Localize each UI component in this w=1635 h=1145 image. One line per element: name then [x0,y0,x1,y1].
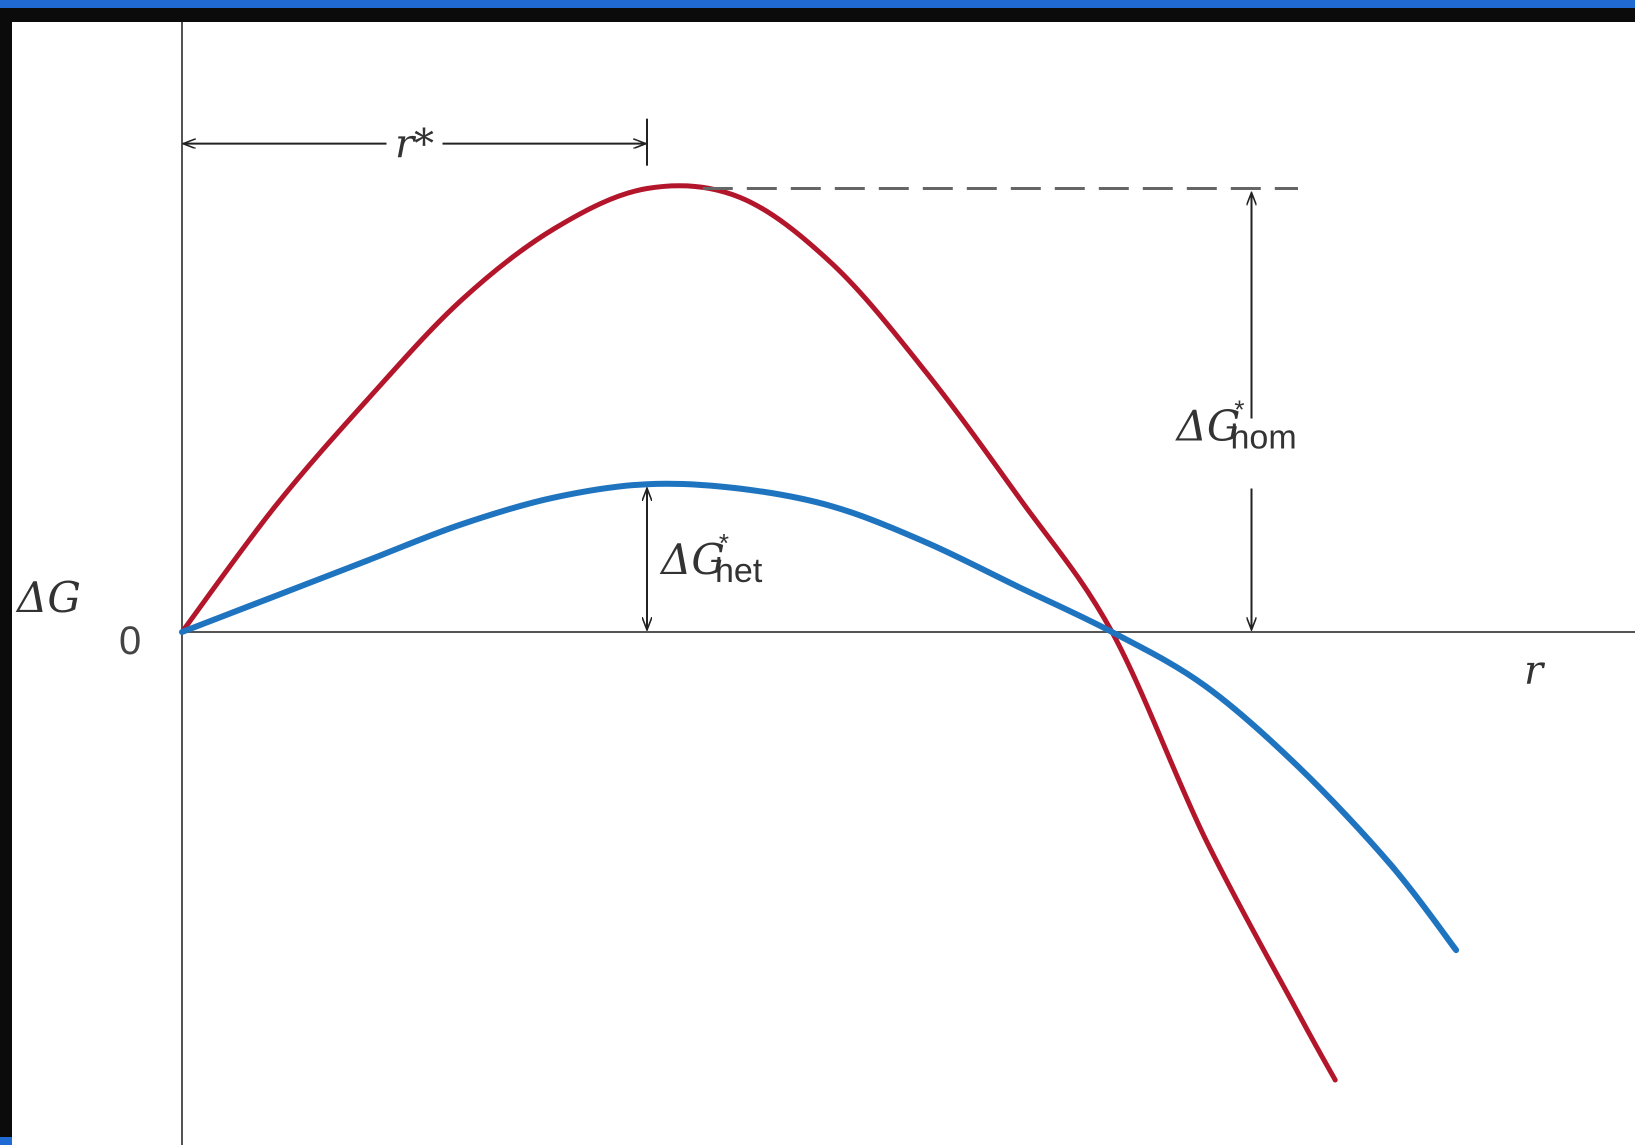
r-star-dimension: r* [183,118,648,168]
heterogeneous-curve [179,480,1460,954]
homogeneous-curve [179,183,1338,1083]
chart-panel: ΔG 0 r r* ΔG* hom [12,22,1635,1145]
image-frame: ΔG 0 r r* ΔG* hom [0,8,1635,1145]
r-star-label: r* [395,122,434,168]
nucleation-free-energy-chart: ΔG 0 r r* ΔG* hom [15,22,1635,1145]
dg-het-dimension: ΔG* het [647,488,763,630]
dg-hom-dimension: ΔG* hom [1175,192,1297,630]
dg-het-label: ΔG* het [659,528,763,590]
x-axis-label: r [1524,648,1546,694]
y-zero-tick-label: 0 [119,619,141,663]
y-axis-label: ΔG [15,573,81,622]
dg-hom-label: ΔG* hom [1175,394,1297,456]
